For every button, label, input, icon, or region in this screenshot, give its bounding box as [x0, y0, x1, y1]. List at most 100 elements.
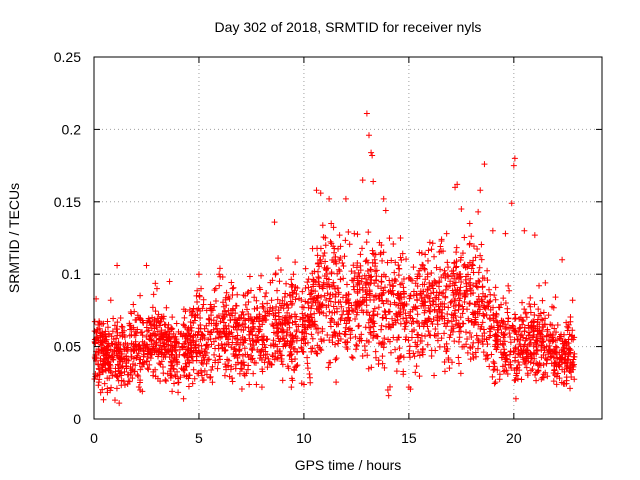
- data-point: [249, 347, 256, 354]
- data-point: [139, 338, 146, 345]
- data-point: [150, 368, 157, 375]
- data-point: [487, 291, 494, 298]
- data-point: [145, 315, 152, 322]
- data-point: [493, 338, 500, 345]
- data-point: [129, 375, 136, 382]
- data-point: [354, 342, 361, 349]
- data-point: [322, 242, 329, 249]
- data-point: [402, 310, 409, 317]
- data-point: [383, 315, 390, 322]
- data-point: [381, 364, 388, 371]
- data-point: [174, 368, 181, 375]
- data-point: [163, 349, 170, 356]
- data-point: [318, 260, 325, 267]
- data-point: [157, 342, 164, 349]
- data-point: [253, 297, 260, 304]
- data-point: [521, 359, 528, 366]
- data-point: [450, 291, 457, 298]
- data-point: [469, 261, 476, 268]
- data-point: [380, 314, 387, 321]
- data-point: [480, 312, 487, 319]
- data-point: [330, 224, 337, 231]
- data-point: [95, 337, 102, 344]
- data-point: [214, 314, 221, 321]
- data-point: [502, 230, 509, 237]
- data-point: [456, 302, 463, 309]
- data-point: [96, 318, 103, 325]
- data-point: [498, 317, 505, 324]
- data-point: [278, 355, 285, 362]
- data-point: [326, 195, 333, 202]
- data-point: [455, 306, 462, 313]
- data-point: [172, 339, 179, 346]
- data-point: [263, 289, 270, 296]
- data-point: [302, 265, 309, 272]
- data-point: [201, 367, 208, 374]
- data-point: [363, 239, 370, 246]
- data-point: [286, 313, 293, 320]
- data-point: [268, 297, 275, 304]
- data-point: [473, 283, 480, 290]
- data-point: [272, 310, 279, 317]
- data-point: [276, 316, 283, 323]
- data-point: [304, 279, 311, 286]
- data-point: [135, 373, 142, 380]
- data-point: [242, 301, 249, 308]
- data-point: [478, 256, 485, 263]
- data-point: [391, 269, 398, 276]
- data-point: [491, 380, 498, 387]
- data-point: [361, 343, 368, 350]
- data-point: [508, 365, 515, 372]
- data-point: [319, 285, 326, 292]
- data-point: [245, 324, 252, 331]
- data-point: [218, 340, 225, 347]
- data-point: [556, 356, 563, 363]
- data-point: [157, 361, 164, 368]
- data-point: [228, 279, 235, 286]
- data-point: [365, 132, 372, 139]
- data-point: [241, 370, 248, 377]
- data-point: [148, 351, 155, 358]
- data-point: [425, 315, 432, 322]
- data-point: [414, 273, 421, 280]
- data-point: [455, 338, 462, 345]
- data-point: [410, 303, 417, 310]
- data-point: [438, 236, 445, 243]
- data-point: [518, 347, 525, 354]
- data-point: [102, 338, 109, 345]
- data-point: [154, 375, 161, 382]
- data-point: [491, 363, 498, 370]
- data-point: [539, 297, 546, 304]
- data-point: [346, 241, 353, 248]
- data-point: [152, 344, 159, 351]
- data-point: [384, 259, 391, 266]
- data-point: [159, 363, 166, 370]
- data-point: [247, 341, 254, 348]
- data-point: [219, 345, 226, 352]
- data-point: [382, 273, 389, 280]
- data-point: [425, 328, 432, 335]
- data-point: [507, 348, 514, 355]
- data-point: [367, 266, 374, 273]
- data-point: [387, 383, 394, 390]
- data-point: [445, 304, 452, 311]
- data-point: [236, 351, 243, 358]
- data-point: [502, 358, 509, 365]
- data-point: [330, 282, 337, 289]
- data-point: [531, 349, 538, 356]
- data-point: [298, 345, 305, 352]
- data-point: [379, 360, 386, 367]
- data-point: [424, 286, 431, 293]
- data-point: [306, 371, 313, 378]
- data-point: [475, 269, 482, 276]
- data-point: [97, 341, 104, 348]
- data-point: [567, 346, 574, 353]
- data-point: [453, 249, 460, 256]
- data-point: [500, 368, 507, 375]
- data-point: [320, 252, 327, 259]
- data-point: [520, 318, 527, 325]
- data-point: [456, 334, 463, 341]
- data-point: [419, 345, 426, 352]
- data-point: [162, 376, 169, 383]
- data-point: [510, 325, 517, 332]
